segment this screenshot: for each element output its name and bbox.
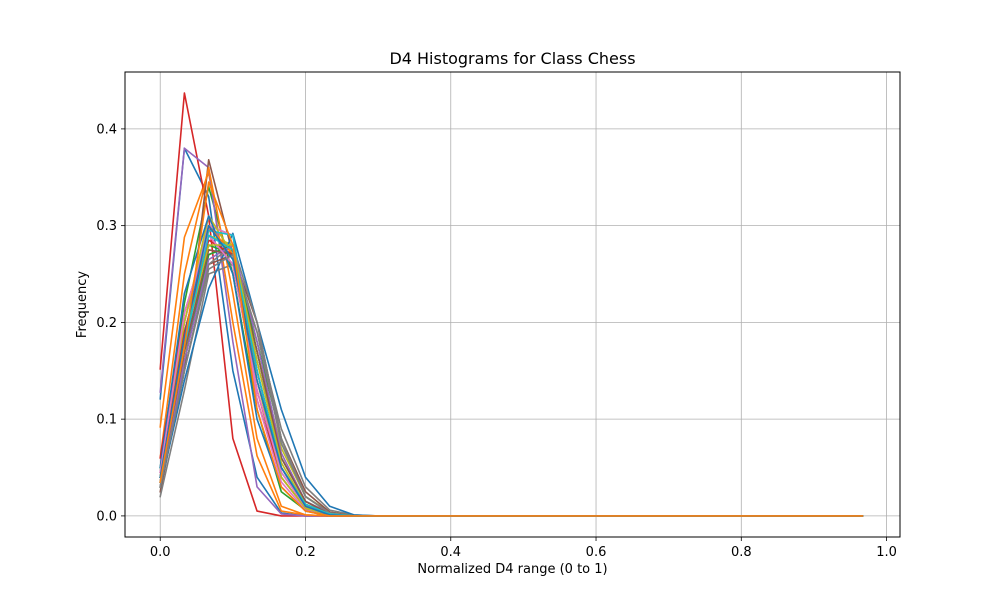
chart-title: D4 Histograms for Class Chess bbox=[389, 49, 635, 68]
x-tick-label: 0.8 bbox=[731, 545, 752, 560]
x-tick-label: 0.6 bbox=[586, 545, 607, 560]
plot-frame bbox=[124, 71, 901, 538]
series-line-32 bbox=[159, 181, 864, 517]
x-tick-label: 0.4 bbox=[440, 545, 461, 560]
y-tick-label: 0.4 bbox=[96, 122, 117, 137]
x-tick-label: 0.2 bbox=[295, 545, 316, 560]
x-axis-title: Normalized D4 range (0 to 1) bbox=[417, 562, 607, 577]
x-tick-label: 0.0 bbox=[150, 545, 171, 560]
y-tick-label: 0.1 bbox=[96, 413, 117, 428]
y-tick-label: 0.3 bbox=[96, 219, 117, 234]
y-axis-title: Frequency bbox=[75, 271, 90, 338]
y-tick-label: 0.0 bbox=[96, 509, 117, 524]
grid bbox=[125, 72, 900, 537]
y-tick-label: 0.2 bbox=[96, 316, 117, 331]
axis-ticks: 0.0 0.2 0.4 0.6 0.8 1.0 0.0 0.1 0.2 0.3 0.4 bbox=[96, 122, 897, 560]
x-tick-label: 1.0 bbox=[876, 545, 897, 560]
series-lines bbox=[159, 92, 864, 517]
